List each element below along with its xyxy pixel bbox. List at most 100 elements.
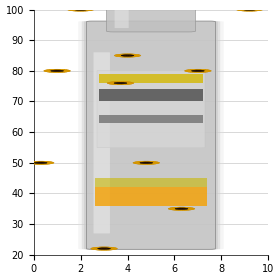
Ellipse shape [110,248,117,249]
Ellipse shape [115,56,122,57]
Ellipse shape [252,8,259,9]
Ellipse shape [200,69,208,70]
Ellipse shape [197,69,204,70]
Ellipse shape [252,10,259,11]
Ellipse shape [242,10,249,11]
Ellipse shape [180,207,187,208]
Ellipse shape [237,10,244,11]
Ellipse shape [170,209,177,210]
Ellipse shape [69,10,76,11]
Ellipse shape [126,82,133,83]
Ellipse shape [109,82,116,83]
Ellipse shape [125,82,132,83]
Ellipse shape [96,247,103,248]
Ellipse shape [246,8,253,9]
Ellipse shape [103,247,110,248]
Ellipse shape [53,72,61,73]
FancyBboxPatch shape [87,21,216,249]
Circle shape [192,70,204,72]
Ellipse shape [67,9,74,10]
Ellipse shape [56,69,63,70]
Ellipse shape [87,9,94,10]
Ellipse shape [172,209,179,210]
Ellipse shape [69,8,76,9]
FancyBboxPatch shape [94,52,110,234]
Ellipse shape [27,162,34,163]
Ellipse shape [43,161,50,162]
Ellipse shape [145,164,152,165]
Ellipse shape [39,161,46,162]
Ellipse shape [46,162,53,163]
Ellipse shape [27,162,34,163]
Ellipse shape [46,163,53,164]
Ellipse shape [187,209,194,210]
Circle shape [121,55,134,56]
Ellipse shape [96,249,103,250]
Ellipse shape [143,161,150,162]
Ellipse shape [109,249,116,250]
Ellipse shape [51,72,59,73]
Ellipse shape [186,209,193,210]
Ellipse shape [240,10,247,11]
Ellipse shape [244,8,251,9]
Ellipse shape [77,8,84,9]
Ellipse shape [98,249,105,250]
Ellipse shape [83,8,90,9]
Ellipse shape [115,81,122,82]
Circle shape [74,9,87,10]
Ellipse shape [51,69,59,70]
Circle shape [34,162,47,164]
Ellipse shape [108,83,115,84]
Ellipse shape [123,84,130,85]
Ellipse shape [132,56,139,57]
Ellipse shape [184,209,191,210]
Circle shape [175,208,188,210]
Ellipse shape [133,56,140,57]
Ellipse shape [236,9,243,10]
Ellipse shape [147,161,154,162]
FancyBboxPatch shape [99,89,203,101]
Ellipse shape [128,54,136,55]
Ellipse shape [180,209,187,211]
Ellipse shape [255,8,262,10]
Ellipse shape [194,72,202,73]
Ellipse shape [123,82,130,83]
Ellipse shape [47,162,54,163]
Ellipse shape [58,69,65,70]
Ellipse shape [62,71,70,72]
Ellipse shape [53,69,61,70]
Ellipse shape [94,247,101,248]
Ellipse shape [134,163,141,164]
Ellipse shape [197,72,204,73]
Ellipse shape [185,71,192,72]
Ellipse shape [236,9,243,10]
Ellipse shape [188,69,195,70]
Ellipse shape [204,70,211,71]
Ellipse shape [204,71,211,72]
Ellipse shape [73,8,80,9]
Ellipse shape [87,9,94,10]
Ellipse shape [190,72,197,73]
Ellipse shape [192,72,199,73]
Ellipse shape [44,70,51,71]
Ellipse shape [44,71,51,72]
Ellipse shape [186,71,194,72]
Ellipse shape [49,69,56,70]
Ellipse shape [192,69,199,70]
Ellipse shape [118,56,125,57]
Ellipse shape [255,10,262,11]
Ellipse shape [44,70,51,71]
Ellipse shape [60,69,67,70]
Ellipse shape [133,162,140,163]
Ellipse shape [114,55,122,56]
Ellipse shape [137,163,144,164]
Ellipse shape [133,162,140,163]
Ellipse shape [79,10,86,11]
Ellipse shape [169,209,176,210]
Ellipse shape [188,71,195,72]
Ellipse shape [185,70,192,71]
Ellipse shape [107,82,114,83]
Ellipse shape [58,72,65,73]
Ellipse shape [62,70,70,71]
Ellipse shape [45,70,52,71]
